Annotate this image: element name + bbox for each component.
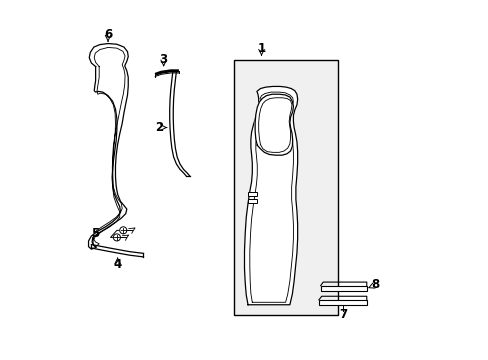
Text: 2: 2 [155, 121, 163, 134]
Polygon shape [255, 94, 293, 155]
Bar [318, 300, 366, 305]
Bar [233, 60, 338, 315]
Text: 4: 4 [113, 258, 122, 271]
Bar [320, 285, 366, 291]
Text: 1: 1 [257, 42, 265, 55]
Text: 3: 3 [159, 53, 167, 66]
Bar [247, 192, 256, 196]
Text: 5: 5 [91, 228, 100, 240]
Text: 6: 6 [104, 28, 112, 41]
Polygon shape [244, 86, 297, 305]
Text: 8: 8 [371, 278, 379, 291]
Bar [247, 199, 256, 203]
Text: 7: 7 [338, 308, 346, 321]
